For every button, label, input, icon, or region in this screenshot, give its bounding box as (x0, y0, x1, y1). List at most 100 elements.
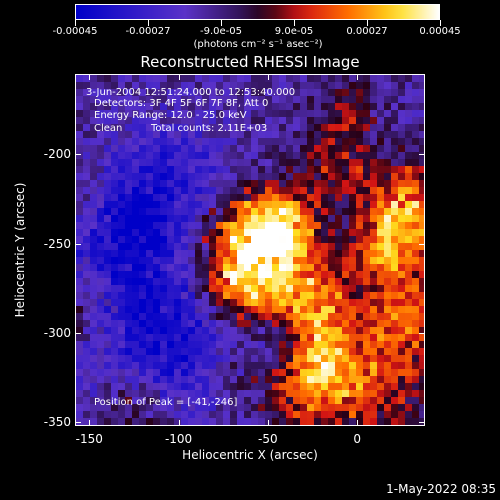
heatmap-cell (251, 187, 258, 194)
heatmap-cell (405, 383, 412, 390)
heatmap-cell (167, 152, 174, 159)
heatmap-cell (174, 397, 181, 404)
heatmap-cell (174, 278, 181, 285)
heatmap-cell (286, 124, 293, 131)
heatmap-cell (314, 166, 321, 173)
heatmap-cell (118, 376, 125, 383)
heatmap-cell (286, 138, 293, 145)
heatmap-cell (265, 362, 272, 369)
heatmap-cell (230, 334, 237, 341)
heatmap-cell (314, 194, 321, 201)
heatmap-cell (356, 243, 363, 250)
heatmap-cell (279, 397, 286, 404)
heatmap-cell (419, 278, 424, 285)
heatmap-cell (139, 334, 146, 341)
heatmap-cell (104, 264, 111, 271)
heatmap-cell (146, 299, 153, 306)
heatmap-cell (314, 341, 321, 348)
heatmap-cell (153, 96, 160, 103)
heatmap-cell (104, 131, 111, 138)
heatmap-cell (335, 376, 342, 383)
heatmap-cell (356, 117, 363, 124)
heatmap-cell (363, 96, 370, 103)
heatmap-cell (244, 82, 251, 89)
heatmap-cell (132, 250, 139, 257)
heatmap-cell (265, 110, 272, 117)
heatmap-cell (405, 180, 412, 187)
x-tick (357, 420, 359, 426)
heatmap-cell (216, 292, 223, 299)
heatmap-cell (139, 383, 146, 390)
heatmap-cell (195, 215, 202, 222)
heatmap-cell (188, 341, 195, 348)
heatmap-cell (209, 383, 216, 390)
heatmap-cell (349, 334, 356, 341)
heatmap-cell (293, 264, 300, 271)
heatmap-cell (132, 306, 139, 313)
heatmap-cell (153, 215, 160, 222)
heatmap-cell (174, 411, 181, 418)
heatmap-cell (125, 82, 132, 89)
heatmap-cell (237, 229, 244, 236)
heatmap-cell (363, 166, 370, 173)
heatmap-cell (216, 173, 223, 180)
heatmap-cell (328, 103, 335, 110)
heatmap-cell (258, 152, 265, 159)
heatmap-cell (125, 208, 132, 215)
heatmap-cell (111, 264, 118, 271)
heatmap-cell (160, 131, 167, 138)
heatmap-cell (356, 131, 363, 138)
heatmap-cell (209, 411, 216, 418)
heatmap-cell (398, 131, 405, 138)
heatmap-cell (76, 222, 83, 229)
heatmap-cell (272, 411, 279, 418)
heatmap-cell (265, 131, 272, 138)
heatmap-cell (363, 208, 370, 215)
heatmap-cell (230, 201, 237, 208)
heatmap-cell (272, 306, 279, 313)
heatmap-cell (188, 327, 195, 334)
heatmap-cell (349, 124, 356, 131)
heatmap-cell (321, 131, 328, 138)
heatmap-cell (279, 222, 286, 229)
heatmap-cell (181, 299, 188, 306)
heatmap-cell (314, 250, 321, 257)
heatmap-cell (398, 215, 405, 222)
heatmap-cell (188, 215, 195, 222)
heatmap-cell (174, 180, 181, 187)
heatmap-cell (132, 292, 139, 299)
heatmap-cell (412, 313, 419, 320)
heatmap-cell (356, 285, 363, 292)
heatmap-cell (118, 250, 125, 257)
heatmap-cell (405, 257, 412, 264)
heatmap-cell (293, 292, 300, 299)
heatmap-cell (237, 131, 244, 138)
heatmap-cell (216, 82, 223, 89)
heatmap-cell (83, 278, 90, 285)
heatmap-cell (153, 131, 160, 138)
heatmap-cell (412, 250, 419, 257)
heatmap-cell (97, 404, 104, 411)
heatmap-cell (314, 425, 321, 426)
heatmap-cell (132, 299, 139, 306)
heatmap-cell (412, 215, 419, 222)
heatmap-cell (328, 411, 335, 418)
heatmap-cell (293, 236, 300, 243)
heatmap-cell (160, 313, 167, 320)
heatmap-cell (391, 397, 398, 404)
heatmap-cell (258, 89, 265, 96)
heatmap-cell (258, 222, 265, 229)
heatmap-cell (202, 306, 209, 313)
heatmap-cell (125, 334, 132, 341)
heatmap-cell (118, 145, 125, 152)
heatmap-cell (83, 369, 90, 376)
heatmap-cell (83, 124, 90, 131)
heatmap-cell (181, 236, 188, 243)
heatmap-cell (419, 425, 425, 426)
heatmap-cell (272, 103, 279, 110)
heatmap-cell (307, 425, 314, 426)
heatmap-cell (321, 390, 328, 397)
y-tick-label: -300 (43, 326, 71, 341)
heatmap-cell (279, 159, 286, 166)
heatmap-cell (132, 425, 139, 426)
